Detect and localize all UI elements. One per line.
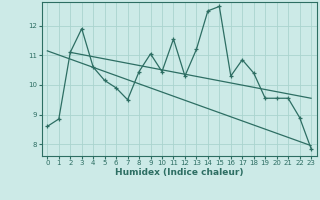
X-axis label: Humidex (Indice chaleur): Humidex (Indice chaleur): [115, 168, 244, 177]
